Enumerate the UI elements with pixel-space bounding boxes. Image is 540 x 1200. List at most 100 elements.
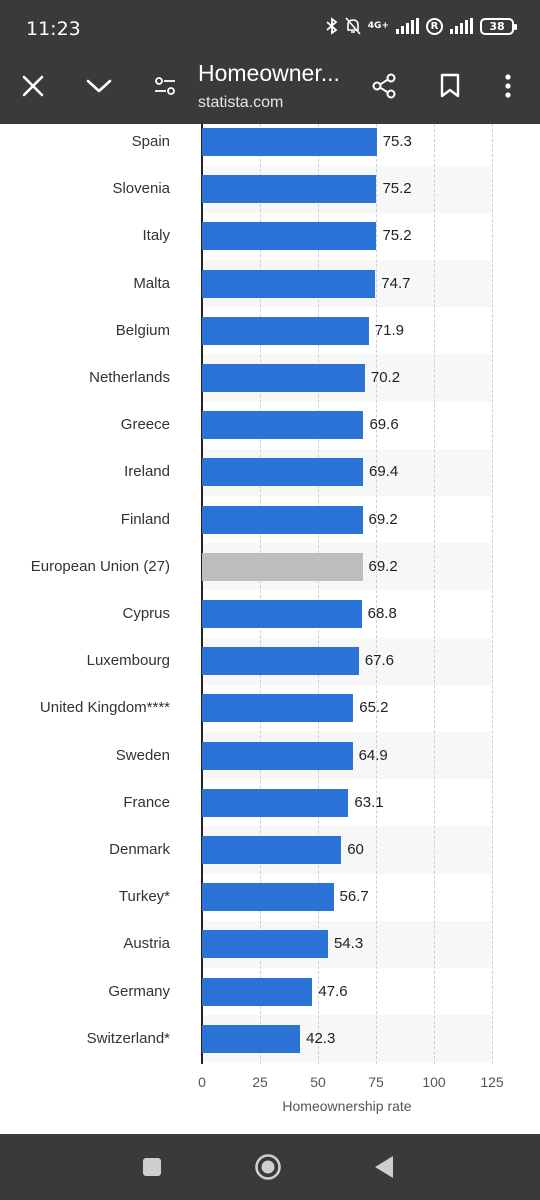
x-tick-label: 50 [310, 1074, 326, 1090]
bar[interactable] [202, 930, 328, 959]
data-label: 69.6 [369, 416, 399, 434]
battery-icon: 38 [480, 17, 517, 35]
category-label: Cyprus [122, 605, 170, 622]
bar[interactable] [202, 316, 369, 345]
bookmark-button[interactable] [430, 58, 470, 114]
status-bar: 11:23 4G+ R 38 [0, 0, 540, 58]
bar[interactable] [202, 128, 377, 156]
category-label: Italy [142, 227, 170, 245]
category-label: Finland [120, 510, 170, 528]
chevron-down-icon [86, 79, 112, 93]
home-button[interactable] [253, 1152, 283, 1182]
bar[interactable] [202, 458, 363, 487]
x-tick-label: 125 [480, 1074, 504, 1090]
data-label: 69.2 [368, 510, 398, 528]
bar[interactable] [202, 411, 364, 440]
data-label: 56.7 [339, 888, 369, 906]
data-label: 69.2 [368, 557, 398, 575]
category-label: Germany [108, 982, 170, 1000]
x-tick-label: 0 [198, 1074, 206, 1090]
bluetooth-icon [326, 17, 338, 35]
data-label: 67.6 [364, 652, 395, 670]
bar[interactable] [202, 647, 359, 676]
data-label: 47.6 [318, 982, 348, 1000]
bookmark-icon [440, 73, 460, 98]
grid-line [260, 124, 261, 1064]
status-time: 11:23 [26, 18, 81, 40]
category-label: Turkey* [118, 888, 170, 906]
category-label: Switzerland* [86, 1029, 170, 1047]
data-label: 74.7 [381, 274, 411, 292]
x-tick-label: 25 [252, 1074, 268, 1090]
data-label: 63.1 [354, 793, 384, 811]
more-button[interactable] [492, 58, 524, 114]
category-label: Sweden [115, 746, 170, 764]
category-label: Denmark [109, 841, 170, 858]
bar[interactable] [202, 883, 334, 912]
close-icon [22, 75, 44, 97]
category-label: Slovenia [112, 180, 170, 198]
y-axis-line [201, 124, 203, 1064]
bar[interactable] [202, 741, 353, 770]
data-label: 54.3 [333, 935, 364, 953]
minimize-button[interactable] [80, 58, 118, 114]
share-icon [372, 73, 396, 99]
data-label: 70.2 [370, 369, 401, 386]
site-settings-button[interactable] [146, 58, 184, 114]
category-label: Spain [131, 133, 170, 150]
more-icon [505, 74, 511, 98]
custom-tab-toolbar: Homeowner... statista.com [0, 58, 540, 124]
bar[interactable] [202, 600, 362, 628]
category-label: United Kingdom**** [39, 699, 170, 717]
carrier-badge: R [426, 17, 443, 35]
data-label: 65.2 [359, 699, 389, 717]
back-button[interactable] [369, 1152, 399, 1182]
bar[interactable] [202, 269, 376, 298]
recents-button[interactable] [137, 1152, 167, 1182]
bar[interactable] [202, 977, 313, 1006]
bar[interactable] [202, 552, 363, 581]
category-label: European Union (27) [30, 557, 170, 575]
recents-icon [143, 1158, 161, 1176]
bar[interactable] [202, 222, 377, 251]
category-label: Belgium [115, 321, 170, 339]
settings-icon [155, 77, 175, 95]
category-label: France [123, 793, 170, 811]
signal-icon-2 [450, 18, 473, 34]
category-label: Malta [133, 274, 170, 292]
signal-icon [396, 18, 419, 34]
data-label: 60 [347, 841, 364, 858]
mute-icon [345, 17, 361, 35]
data-label: 64.9 [358, 746, 388, 764]
grid-line [318, 124, 319, 1064]
grid-line [434, 124, 435, 1064]
data-label: 75.3 [382, 133, 412, 150]
data-label: 68.8 [367, 605, 397, 622]
share-button[interactable] [364, 58, 404, 114]
page-title: Homeowner... [198, 60, 340, 86]
bar[interactable] [202, 1024, 301, 1053]
back-icon [375, 1156, 393, 1178]
network-type: 4G+ [367, 20, 389, 31]
data-label: 71.9 [374, 321, 404, 339]
network-label: 4G+ [367, 20, 389, 31]
x-tick-label: 100 [422, 1074, 446, 1090]
bar[interactable] [202, 836, 342, 864]
bar-chart: 0 25 50 75 100 125 Homeownership rate Spain 75… [0, 124, 540, 1134]
data-label: 69.4 [369, 463, 399, 481]
bar[interactable] [202, 788, 349, 817]
bar[interactable] [202, 694, 354, 723]
close-button[interactable] [14, 58, 52, 114]
bar[interactable] [202, 505, 363, 534]
data-label: 75.2 [382, 227, 412, 245]
system-nav-bar [0, 1134, 540, 1200]
status-icons: 4G+ R 38 [326, 17, 517, 35]
bar[interactable] [202, 175, 377, 204]
bar[interactable] [202, 364, 365, 392]
data-label: 75.2 [382, 180, 412, 198]
x-tick-label: 75 [368, 1074, 384, 1090]
data-label: 42.3 [306, 1029, 336, 1047]
category-label: Netherlands [89, 369, 170, 386]
category-label: Luxembourg [86, 652, 170, 670]
x-axis-title: Homeownership rate [282, 1098, 412, 1114]
